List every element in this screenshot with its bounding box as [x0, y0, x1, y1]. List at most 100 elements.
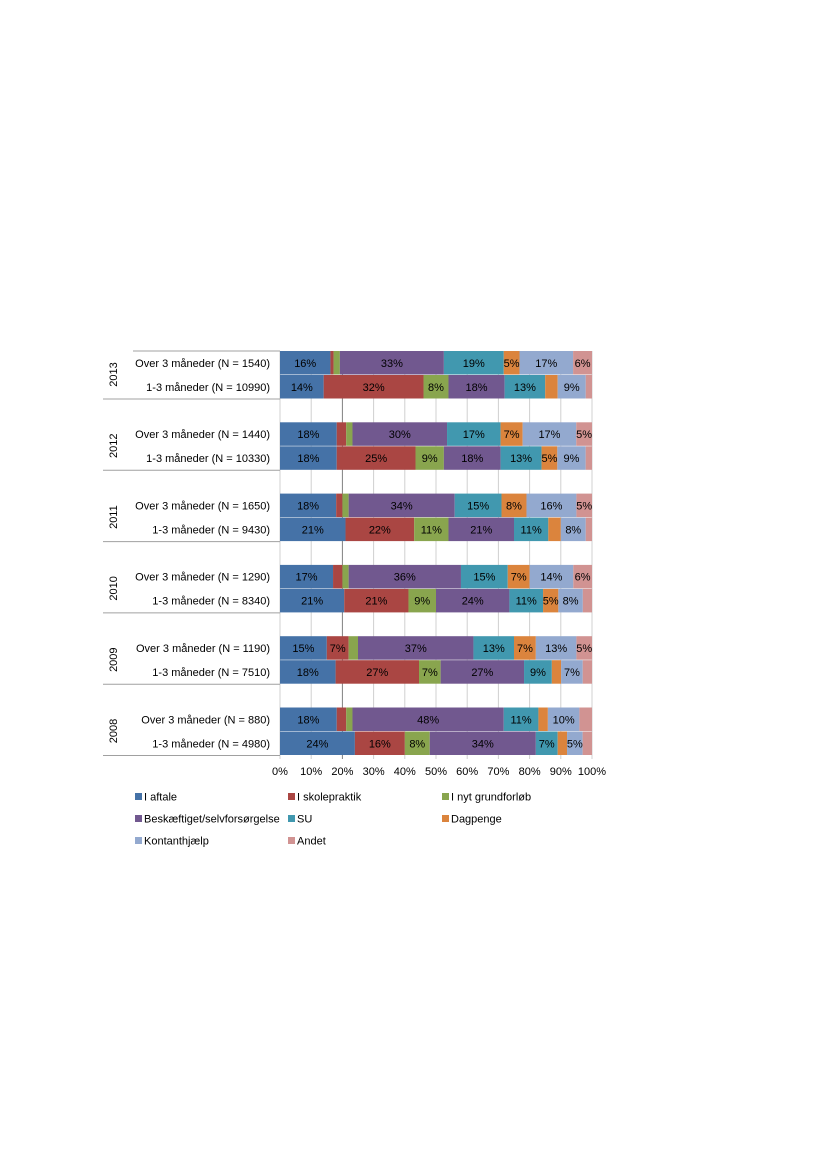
bar-segment-i-nyt-grundforl-b: [419, 660, 441, 684]
data-label: 16%: [294, 358, 316, 370]
data-label: 17%: [538, 429, 560, 441]
data-label: 7%: [539, 738, 555, 750]
bar-segment-kontanthj-lp: [522, 422, 577, 446]
bar-segment-kontanthj-lp: [557, 446, 586, 470]
legend-label: Kontanthjælp: [144, 836, 209, 848]
bar-segment-besk-ftiget-selvfors-rgelse: [448, 517, 514, 542]
data-label: 21%: [301, 596, 323, 608]
bar-segment-i-skolepraktik: [335, 660, 420, 684]
data-label: 13%: [545, 643, 567, 655]
bar-segment-kontanthj-lp: [519, 351, 574, 375]
data-label: 11%: [521, 524, 542, 536]
bar-segment-i-nyt-grundforl-b: [346, 707, 353, 731]
x-tick-label: 80%: [519, 766, 541, 778]
data-label: 24%: [462, 596, 484, 608]
row-label: Over 3 måneder (N = 1190): [136, 643, 270, 655]
bar-segment-i-aftale: [280, 707, 337, 731]
bar-segment-su: [514, 517, 549, 542]
bar-segment-i-aftale: [280, 422, 337, 446]
bar-segment-andet: [576, 493, 592, 518]
bar-segment-besk-ftiget-selvfors-rgelse: [352, 707, 504, 731]
data-label: 5%: [576, 429, 592, 441]
data-label: 13%: [483, 643, 505, 655]
bar-segment-i-nyt-grundforl-b: [404, 731, 430, 755]
legend-swatch: [288, 815, 295, 822]
data-label: 37%: [405, 643, 427, 655]
data-label: 7%: [330, 643, 346, 655]
data-label: 6%: [575, 358, 591, 370]
data-label: 18%: [297, 714, 319, 726]
data-label: 15%: [467, 500, 489, 512]
bar-segment-su: [504, 375, 546, 399]
bar-segment-i-aftale: [280, 636, 327, 660]
bar-segment-i-aftale: [280, 493, 337, 518]
legend-swatch: [442, 793, 449, 800]
legend-label: Andet: [297, 836, 326, 848]
bar-segment-besk-ftiget-selvfors-rgelse: [348, 564, 461, 589]
data-label: 13%: [510, 453, 532, 465]
bar-segment-kontanthj-lp: [567, 731, 583, 755]
data-label: 5%: [543, 596, 559, 608]
bar-segment-dagpenge: [541, 446, 558, 470]
bar-segment-andet: [573, 564, 592, 589]
data-label: 13%: [514, 382, 536, 394]
bar-segment-besk-ftiget-selvfors-rgelse: [429, 731, 536, 755]
bar-segment-kontanthj-lp: [526, 493, 577, 518]
data-label: 7%: [517, 643, 533, 655]
data-label: 9%: [414, 596, 430, 608]
bar-segment-dagpenge: [548, 517, 561, 542]
bar-segment-andet: [585, 517, 592, 542]
data-label: 11%: [421, 524, 442, 536]
bar-segment-dagpenge: [545, 375, 558, 399]
bar-segment-kontanthj-lp: [557, 375, 586, 399]
data-label: 34%: [391, 500, 413, 512]
data-label: 32%: [363, 382, 385, 394]
row-label: 1-3 måneder (N = 4980): [152, 738, 270, 750]
bar-segment-su: [460, 564, 508, 589]
bar-segment-besk-ftiget-selvfors-rgelse: [440, 660, 525, 684]
data-label: 18%: [297, 453, 319, 465]
bar-segment-i-aftale: [280, 660, 336, 684]
bar-segment-su: [509, 588, 544, 613]
data-label: 9%: [564, 453, 580, 465]
bar-segment-i-skolepraktik: [354, 731, 405, 755]
data-label: 5%: [576, 643, 592, 655]
data-label: 21%: [470, 524, 492, 536]
row-label: 1-3 måneder (N = 7510): [152, 667, 270, 679]
data-label: 6%: [575, 572, 591, 584]
data-label: 15%: [292, 643, 314, 655]
bar-segment-kontanthj-lp: [547, 707, 580, 731]
bar-segment-i-nyt-grundforl-b: [415, 446, 444, 470]
bar-segment-andet: [576, 636, 592, 660]
data-label: 15%: [473, 572, 495, 584]
bar-segment-i-nyt-grundforl-b: [342, 564, 349, 589]
bar-segment-besk-ftiget-selvfors-rgelse: [348, 493, 455, 518]
bar-segment-besk-ftiget-selvfors-rgelse: [448, 375, 505, 399]
data-label: 8%: [506, 500, 522, 512]
row-label: Over 3 måneder (N = 880): [141, 714, 270, 726]
data-label: 33%: [381, 358, 403, 370]
data-label: 18%: [466, 382, 488, 394]
bar-segment-i-skolepraktik: [330, 351, 334, 375]
data-label: 5%: [576, 500, 592, 512]
data-label: 8%: [409, 738, 425, 750]
legend-label: SU: [297, 814, 312, 826]
bar-segment-dagpenge: [543, 588, 559, 613]
bar-segment-dagpenge: [501, 493, 527, 518]
legend-swatch: [135, 793, 142, 800]
bar-segment-dagpenge: [507, 564, 530, 589]
x-tick-label: 50%: [425, 766, 447, 778]
data-label: 5%: [567, 738, 583, 750]
data-label: 19%: [463, 358, 485, 370]
bar-segment-kontanthj-lp: [529, 564, 574, 589]
data-label: 48%: [417, 714, 439, 726]
bar-segment-i-aftale: [280, 564, 334, 589]
bar-segment-i-nyt-grundforl-b: [348, 636, 358, 660]
legend-swatch: [135, 837, 142, 844]
bar-segment-su: [524, 660, 552, 684]
data-label: 30%: [389, 429, 411, 441]
bar-segment-dagpenge: [557, 731, 568, 755]
x-tick-label: 100%: [578, 766, 606, 778]
bar-segment-i-aftale: [280, 351, 331, 375]
